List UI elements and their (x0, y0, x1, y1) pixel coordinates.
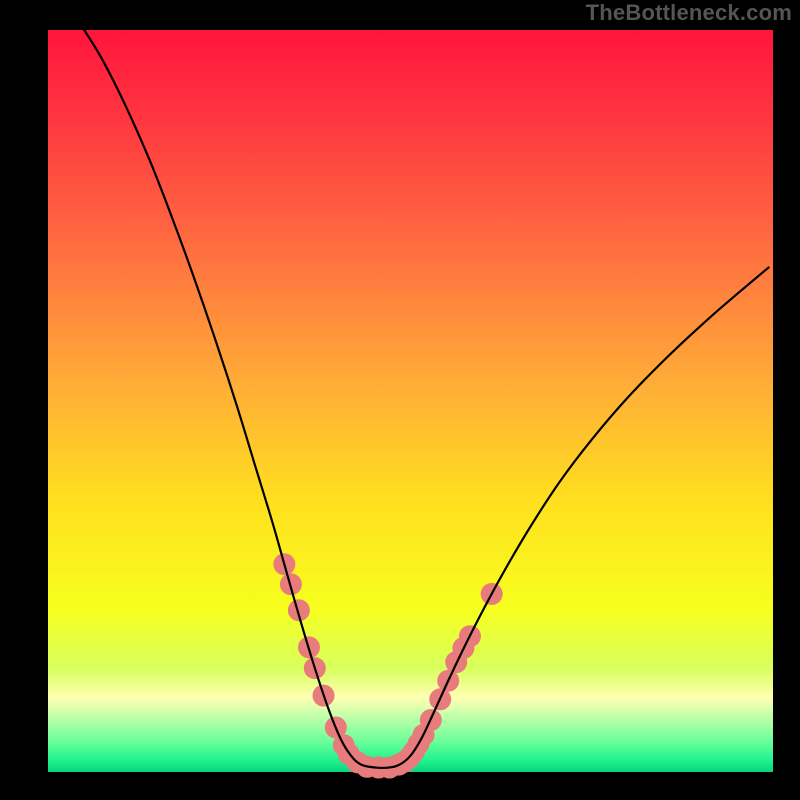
watermark-text: TheBottleneck.com (586, 0, 792, 26)
stage: TheBottleneck.com (0, 0, 800, 800)
chart-svg (0, 0, 800, 800)
plot-background (48, 30, 773, 772)
